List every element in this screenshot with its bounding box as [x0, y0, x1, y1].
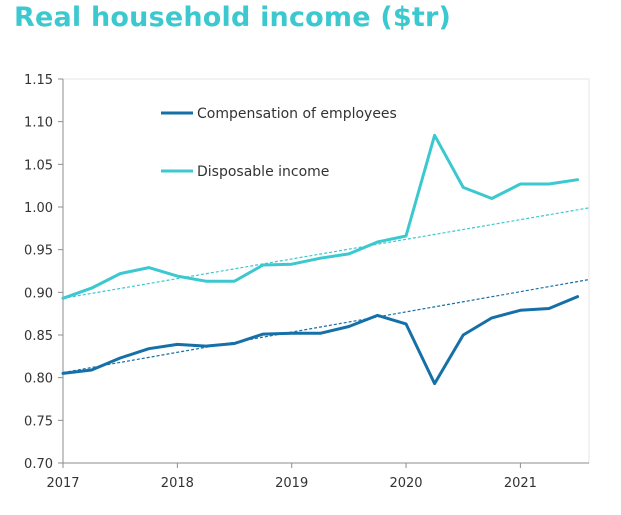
y-tick-label: 0.90 [24, 286, 53, 301]
y-tick-label: 1.15 [24, 73, 53, 88]
y-tick-label: 0.85 [24, 329, 53, 344]
chart-title: Real household income ($tr) [14, 2, 452, 33]
trend-line-1 [62, 207, 590, 299]
x-tick-label: 2018 [161, 476, 194, 491]
y-tick-label: 1.10 [24, 116, 53, 131]
series-line-0 [61, 295, 580, 386]
y-tick-label: 0.80 [24, 372, 53, 387]
y-tick-label: 0.75 [24, 414, 53, 429]
x-tick-label: 2021 [504, 476, 537, 491]
y-tick-label: 0.95 [24, 244, 53, 259]
plot-border [62, 78, 590, 464]
trend-line-0 [62, 278, 590, 374]
series-line-1 [61, 133, 580, 300]
x-tick-label: 2019 [275, 476, 308, 491]
x-tick-label: 2020 [389, 476, 422, 491]
legend-label-1: Disposable income [197, 164, 329, 180]
y-tick-label: 1.05 [24, 158, 53, 173]
legend-label-0: Compensation of employees [197, 106, 397, 122]
y-tick-label: 1.00 [24, 201, 53, 216]
y-tick-label: 0.70 [24, 457, 53, 472]
x-tick-label: 2017 [46, 476, 79, 491]
